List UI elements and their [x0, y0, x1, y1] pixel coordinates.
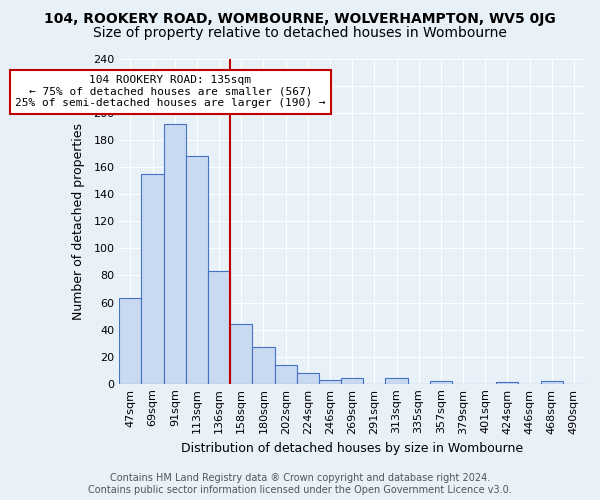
Text: 104, ROOKERY ROAD, WOMBOURNE, WOLVERHAMPTON, WV5 0JG: 104, ROOKERY ROAD, WOMBOURNE, WOLVERHAMP… [44, 12, 556, 26]
Bar [164, 124, 186, 384]
Bar [253, 347, 275, 384]
Bar [385, 378, 407, 384]
Bar [230, 324, 253, 384]
Bar [142, 174, 164, 384]
Bar [119, 298, 142, 384]
Bar [186, 156, 208, 384]
Bar [341, 378, 363, 384]
X-axis label: Distribution of detached houses by size in Wombourne: Distribution of detached houses by size … [181, 442, 523, 455]
Text: 104 ROOKERY ROAD: 135sqm
← 75% of detached houses are smaller (567)
25% of semi-: 104 ROOKERY ROAD: 135sqm ← 75% of detach… [15, 75, 326, 108]
Bar [297, 373, 319, 384]
Bar [496, 382, 518, 384]
Bar [275, 364, 297, 384]
Y-axis label: Number of detached properties: Number of detached properties [72, 123, 85, 320]
Text: Size of property relative to detached houses in Wombourne: Size of property relative to detached ho… [93, 26, 507, 40]
Bar [319, 380, 341, 384]
Bar [208, 272, 230, 384]
Bar [541, 381, 563, 384]
Text: Contains HM Land Registry data ® Crown copyright and database right 2024.
Contai: Contains HM Land Registry data ® Crown c… [88, 474, 512, 495]
Bar [430, 381, 452, 384]
